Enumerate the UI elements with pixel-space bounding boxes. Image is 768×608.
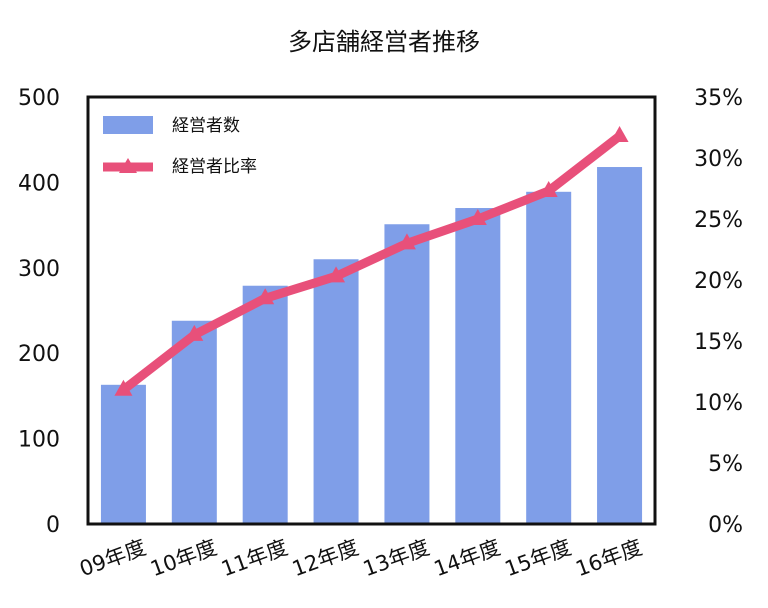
bar — [313, 259, 359, 524]
line-point — [327, 266, 346, 283]
x-tick: 14年度 — [431, 535, 504, 581]
line-point — [610, 126, 629, 143]
right-axis: 0% 5% 10% 15% 20% 25% 30% 35% — [694, 86, 743, 538]
chart-title: 多店舗経営者推移 — [288, 28, 480, 56]
line-point — [468, 209, 487, 225]
bar — [384, 224, 430, 524]
line-series — [114, 126, 629, 396]
line-point — [114, 379, 133, 396]
line-point — [539, 180, 558, 197]
x-tick: 13年度 — [360, 535, 433, 581]
y-left-tick: 500 — [18, 86, 60, 111]
plot-frame — [86, 95, 657, 526]
legend: 経営者数 経営者比率 — [103, 116, 257, 177]
legend-line-marker — [119, 158, 137, 173]
x-tick: 09年度 — [76, 535, 149, 581]
y-right-tick: 25% — [694, 208, 743, 233]
bar — [242, 285, 288, 524]
bar — [455, 208, 501, 524]
x-tick: 16年度 — [572, 535, 645, 581]
y-left-tick: 200 — [18, 342, 60, 367]
x-tick: 15年度 — [502, 535, 575, 581]
bar — [171, 320, 217, 524]
x-tick: 12年度 — [289, 535, 362, 581]
left-axis: 0 100 200 300 400 500 — [18, 86, 60, 538]
line-point — [256, 288, 275, 305]
bar-series — [100, 167, 643, 524]
y-right-tick: 20% — [694, 269, 743, 294]
bar — [100, 384, 146, 524]
legend-line-label: 経営者比率 — [172, 157, 257, 177]
y-left-tick: 400 — [18, 171, 60, 196]
line-point — [185, 324, 204, 341]
x-tick: 10年度 — [147, 535, 220, 581]
legend-bar-swatch — [103, 116, 153, 134]
y-right-tick: 15% — [694, 330, 743, 355]
y-right-tick: 0% — [708, 513, 743, 538]
y-right-tick: 30% — [694, 147, 743, 172]
y-right-tick: 5% — [708, 452, 743, 477]
x-tick: 11年度 — [218, 535, 291, 581]
bar — [597, 167, 643, 524]
y-right-tick: 35% — [694, 86, 743, 111]
y-left-tick: 100 — [18, 428, 60, 453]
bar — [526, 191, 572, 524]
y-left-tick: 0 — [46, 513, 60, 538]
line-path — [118, 131, 625, 395]
line-point — [397, 233, 416, 250]
legend-bar-label: 経営者数 — [172, 116, 240, 136]
y-left-tick: 300 — [18, 257, 60, 282]
y-right-tick: 10% — [694, 391, 743, 416]
